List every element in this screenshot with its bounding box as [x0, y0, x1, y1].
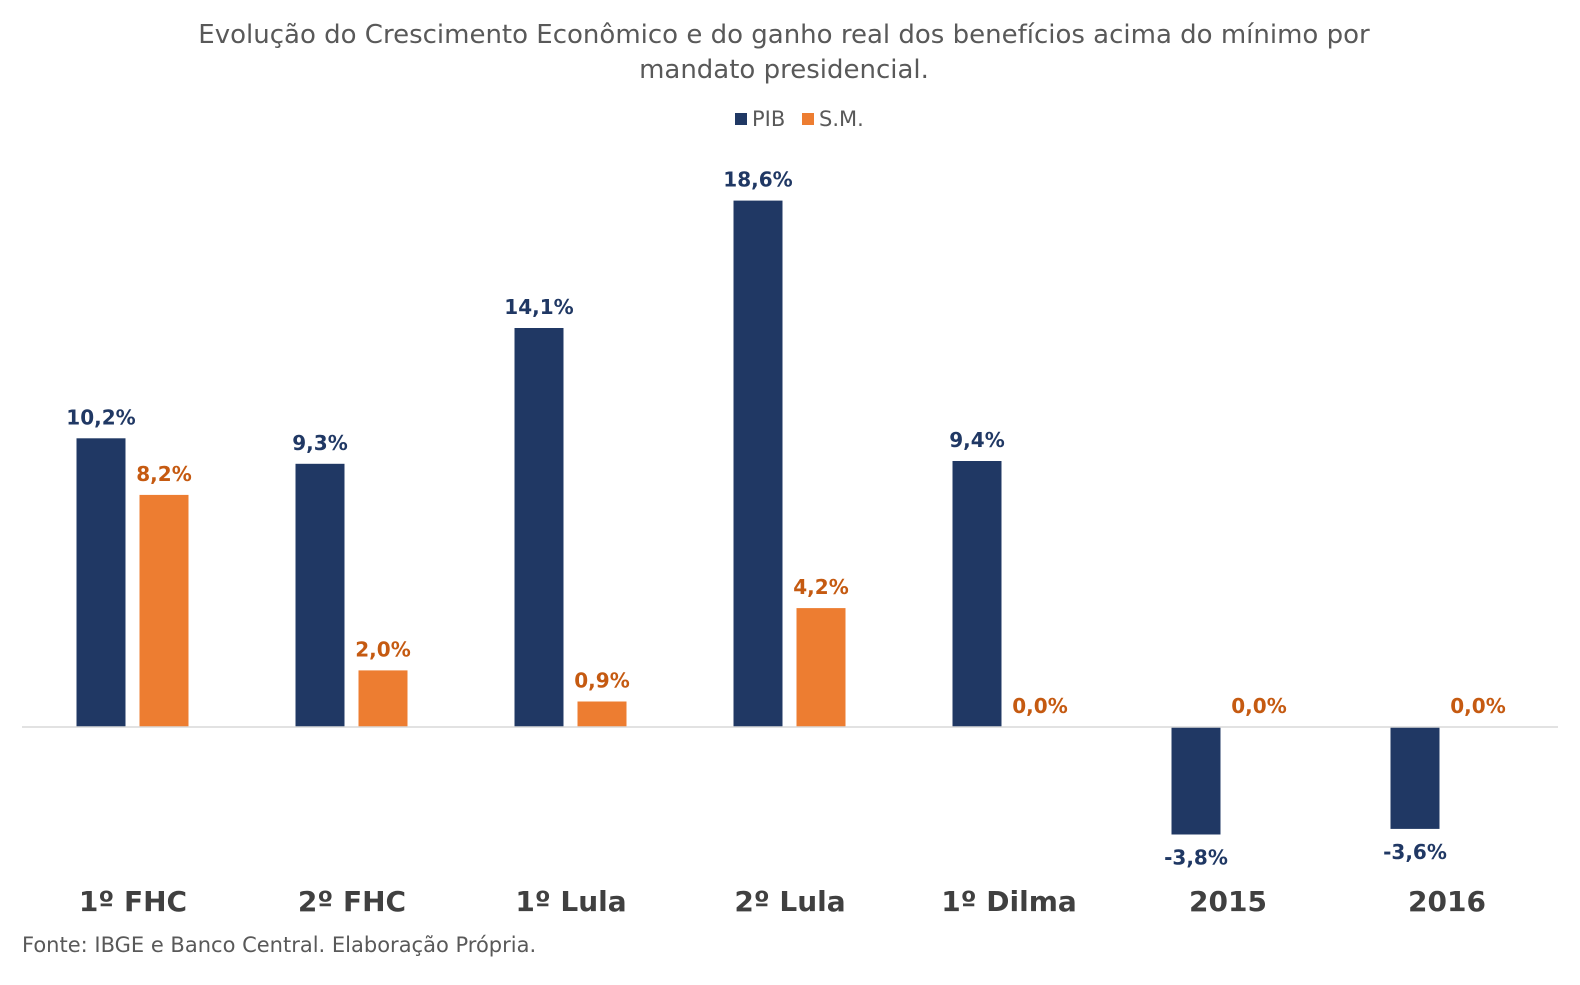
value-label-pib-3: 18,6% — [723, 168, 792, 192]
category-label-6: 2016 — [1408, 885, 1486, 918]
bars-group — [76, 200, 1440, 835]
bar-pib-6 — [1390, 727, 1440, 829]
value-label-sm-2: 0,9% — [574, 669, 629, 693]
value-label-sm-1: 2,0% — [355, 637, 410, 661]
category-labels-group: 1º FHC 2º FHC 1º Lula 2º Lula 1º Dilma 2015 20… — [79, 885, 1486, 918]
legend-swatch-pib — [735, 113, 747, 125]
category-label-5: 2015 — [1189, 885, 1267, 918]
bar-pib-3 — [733, 200, 783, 728]
bar-pib-5 — [1171, 727, 1221, 835]
legend: PIB S.M. — [735, 107, 864, 131]
value-labels-group: 10,2% 8,2% 9,3% 2,0% 14,1% 0,9% 18,6% 4,2% 9,4% 0… — [66, 168, 1505, 870]
value-label-sm-4: 0,0% — [1012, 694, 1067, 718]
value-label-pib-0: 10,2% — [66, 405, 135, 429]
category-label-0: 1º FHC — [79, 885, 187, 918]
chart-title-line2: mandato presidencial. — [639, 55, 929, 85]
source-note: Fonte: IBGE e Banco Central. Elaboração … — [22, 933, 536, 957]
category-label-4: 1º Dilma — [941, 885, 1077, 918]
value-label-pib-2: 14,1% — [504, 295, 573, 319]
value-label-pib-1: 9,3% — [292, 431, 347, 455]
category-label-1: 2º FHC — [298, 885, 406, 918]
chart-title-line1: Evolução do Crescimento Econômico e do g… — [198, 20, 1370, 50]
legend-swatch-sm — [802, 113, 814, 125]
category-label-3: 2º Lula — [734, 885, 845, 918]
bar-sm-3 — [796, 608, 846, 727]
legend-label-pib: PIB — [752, 107, 785, 131]
category-label-2: 1º Lula — [515, 885, 626, 918]
value-label-sm-0: 8,2% — [136, 462, 191, 486]
value-label-sm-3: 4,2% — [793, 575, 848, 599]
legend-label-sm: S.M. — [819, 107, 864, 131]
bar-sm-0 — [139, 494, 189, 727]
bar-pib-4 — [952, 461, 1002, 727]
value-label-pib-5: -3,8% — [1164, 846, 1228, 870]
bar-pib-1 — [295, 463, 345, 727]
bar-sm-2 — [577, 701, 627, 727]
value-label-sm-5: 0,0% — [1231, 694, 1286, 718]
value-label-pib-4: 9,4% — [949, 428, 1004, 452]
bar-pib-0 — [76, 438, 126, 727]
value-label-pib-6: -3,6% — [1383, 840, 1447, 864]
value-label-sm-6: 0,0% — [1450, 694, 1505, 718]
bar-sm-1 — [358, 670, 408, 727]
bar-pib-2 — [514, 328, 564, 727]
